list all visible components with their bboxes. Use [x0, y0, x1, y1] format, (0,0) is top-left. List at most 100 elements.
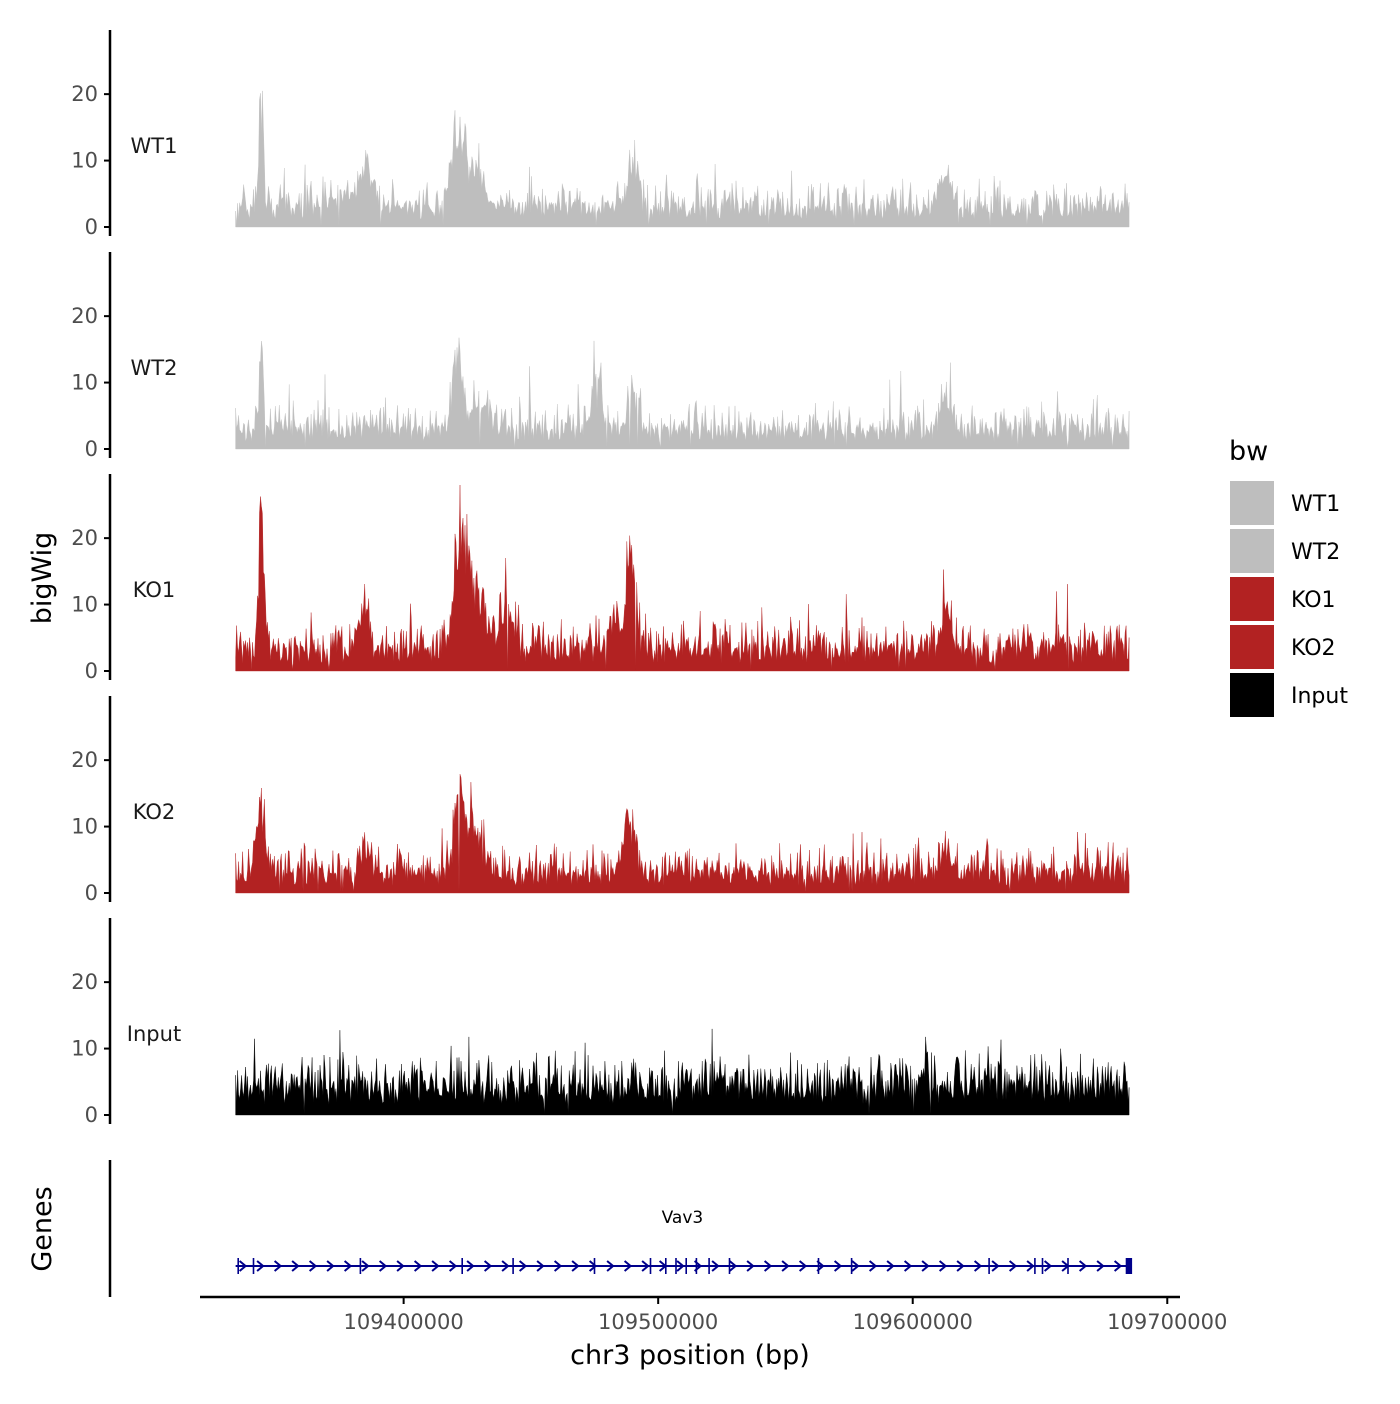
exon — [708, 1258, 710, 1274]
track-ko2: 0 10 20 KO2 — [71, 696, 1130, 905]
strand-arrow — [886, 1260, 895, 1272]
gene-label: Vav3 — [662, 1208, 704, 1228]
x-axis: 109400000 109500000 109600000 109700000 — [200, 1295, 1227, 1334]
legend-label: Input — [1291, 684, 1348, 709]
legend: bw WT1 WT2 KO1 KO2 Input — [1229, 436, 1348, 717]
y-tick-label: 0 — [85, 659, 98, 683]
strand-arrow — [1096, 1260, 1105, 1272]
coverage-area — [235, 484, 1130, 672]
exon — [512, 1258, 514, 1274]
y-tick-label: 10 — [71, 815, 98, 839]
track-label: KO2 — [133, 800, 176, 824]
strand-arrow — [711, 1260, 720, 1272]
y-tick-label: 10 — [71, 1037, 98, 1061]
strand-arrow — [973, 1260, 983, 1272]
x-axis-title: chr3 position (bp) — [570, 1340, 810, 1371]
exon — [1126, 1258, 1133, 1274]
legend-swatch — [1230, 481, 1274, 525]
strand-arrow — [448, 1260, 458, 1272]
strand-arrow — [868, 1260, 878, 1272]
x-tick-label: 109700000 — [1107, 1310, 1227, 1334]
y-tick-label: 20 — [71, 82, 98, 106]
strand-arrow — [553, 1260, 563, 1272]
y-tick-label: 0 — [85, 1103, 98, 1127]
genes-panel: Vav3 — [108, 1160, 1133, 1297]
exon — [237, 1258, 239, 1274]
strand-arrow — [833, 1260, 843, 1272]
strand-arrow — [623, 1260, 633, 1272]
strand-arrow — [746, 1260, 755, 1272]
strand-arrow — [938, 1260, 948, 1272]
strand-arrow — [343, 1260, 353, 1272]
x-tick-label: 109500000 — [598, 1310, 718, 1334]
exon — [1041, 1258, 1044, 1274]
exon — [850, 1258, 853, 1274]
strand-arrow — [326, 1260, 335, 1272]
legend-label: WT2 — [1291, 540, 1340, 565]
strand-arrow — [483, 1260, 493, 1272]
legend-label: WT1 — [1291, 492, 1340, 517]
strand-arrow — [763, 1260, 773, 1272]
y-tick-label: 0 — [85, 437, 98, 461]
strand-arrow — [308, 1260, 318, 1272]
track-label: WT2 — [131, 356, 178, 380]
exon — [359, 1258, 362, 1274]
exon — [1034, 1258, 1036, 1274]
y-tick-label: 20 — [71, 970, 98, 994]
strand-arrow — [1113, 1260, 1123, 1272]
strand-arrow — [571, 1260, 580, 1272]
y-tick-label: 10 — [71, 593, 98, 617]
track-input: 0 10 20 Input — [71, 918, 1130, 1127]
exon — [649, 1258, 652, 1274]
strand-arrow — [361, 1260, 370, 1272]
track-wt1: 0 10 20 WT1 — [71, 30, 1130, 239]
strand-arrow — [1043, 1260, 1053, 1272]
exon — [461, 1258, 463, 1274]
coverage-area — [235, 90, 1130, 228]
strand-arrow — [991, 1260, 1000, 1272]
track-label: Input — [127, 1022, 181, 1046]
strand-arrow — [1008, 1260, 1018, 1272]
strand-arrow — [798, 1260, 808, 1272]
track-label: KO1 — [133, 578, 176, 602]
legend-swatch — [1230, 577, 1274, 621]
legend-swatch — [1230, 529, 1274, 573]
track-ko1: 0 10 20 KO1 — [71, 474, 1130, 683]
strand-arrow — [588, 1260, 598, 1272]
x-tick-label: 109400000 — [344, 1310, 464, 1334]
y-tick-label: 0 — [85, 215, 98, 239]
exon — [728, 1258, 731, 1274]
y-tick-label: 0 — [85, 881, 98, 905]
strand-arrow — [378, 1260, 388, 1272]
strand-arrow — [256, 1260, 265, 1272]
y-tick-label: 20 — [71, 748, 98, 772]
exon — [817, 1258, 820, 1274]
coverage-area — [235, 337, 1130, 450]
strand-arrow — [396, 1260, 405, 1272]
strand-arrow — [413, 1260, 423, 1272]
y-tick-label: 20 — [71, 526, 98, 550]
tracks-group: 0 10 20 WT1 0 10 20 WT2 0 10 20 KO1 0 10 20 KO2 0 10 20 Inp… — [71, 30, 1130, 1127]
strand-arrow — [1026, 1260, 1035, 1272]
genes-axis-title: Genes — [27, 1186, 58, 1271]
legend-swatch — [1230, 625, 1274, 669]
strand-arrow — [641, 1260, 650, 1272]
strand-arrow — [466, 1260, 475, 1272]
y-tick-label: 20 — [71, 304, 98, 328]
legend-swatch — [1230, 673, 1274, 717]
strand-arrow — [273, 1260, 283, 1272]
legend-title: bw — [1229, 436, 1268, 467]
exon — [675, 1258, 677, 1274]
strand-arrow — [676, 1260, 685, 1272]
y-axis-title: bigWig — [27, 532, 58, 625]
strand-arrow — [851, 1260, 860, 1272]
legend-label: KO1 — [1291, 588, 1336, 613]
strand-arrow — [728, 1260, 738, 1272]
strand-arrow — [431, 1260, 440, 1272]
track-wt2: 0 10 20 WT2 — [71, 252, 1130, 461]
exon — [593, 1258, 596, 1274]
exon — [252, 1258, 255, 1274]
coverage-area — [235, 1028, 1130, 1116]
strand-arrow — [781, 1260, 790, 1272]
